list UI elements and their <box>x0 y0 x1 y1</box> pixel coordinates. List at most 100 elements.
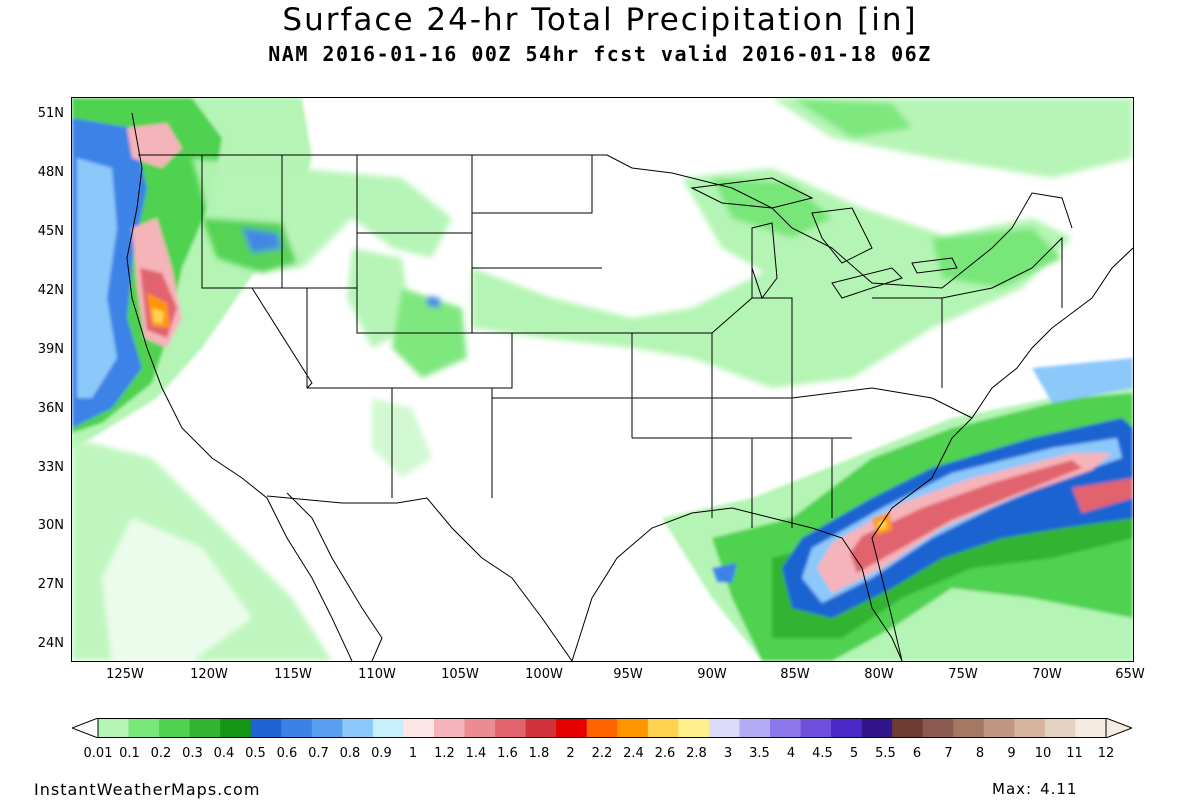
boundaries <box>126 112 1133 661</box>
legend-swatch <box>953 718 985 738</box>
lon-label-70w: 70W <box>1032 667 1062 682</box>
lat-label-30n: 30N <box>37 518 64 533</box>
precip-ca-yellow <box>152 308 164 324</box>
precip-se-red <box>850 460 1082 573</box>
lake-michigan <box>751 222 778 300</box>
lat-label-42n: 42N <box>37 283 64 298</box>
legend-outline <box>97 718 1107 738</box>
lon-label-75w: 75W <box>948 667 978 682</box>
coast-pacific <box>126 112 353 661</box>
precip-gulf-blue <box>712 563 737 583</box>
legend-swatch <box>586 718 618 738</box>
precipitation-map <box>71 97 1134 662</box>
lake-superior <box>690 177 814 209</box>
precip-mexico-white <box>102 518 252 661</box>
legend-label: 0.01 <box>83 746 113 761</box>
legend-label: 6 <box>912 746 922 761</box>
lat-label-45n: 45N <box>37 224 64 239</box>
legend-label: 11 <box>1066 746 1083 761</box>
legend-label: 5.5 <box>875 746 896 761</box>
lon-label-95w: 95W <box>613 667 643 682</box>
legend-swatch <box>189 718 221 738</box>
legend-label: 5 <box>849 746 859 761</box>
legend-label: 0.6 <box>276 746 298 761</box>
lake-erie <box>831 267 903 299</box>
legend-label: 4.5 <box>812 746 833 761</box>
lat-label-24n: 24N <box>37 636 64 651</box>
legend-label: 3.5 <box>749 746 770 761</box>
legend-swatch <box>220 718 252 738</box>
precip-idaho-blue <box>242 228 282 253</box>
lat-label-27n: 27N <box>37 577 64 592</box>
legend-label: 0.7 <box>308 746 329 761</box>
max-number: 4.11 <box>1040 780 1078 798</box>
legend-swatch <box>617 718 649 738</box>
legend-arrow-left <box>72 718 99 738</box>
legend-label: 0.9 <box>371 746 392 761</box>
legend-swatch <box>311 718 343 738</box>
legend-swatch <box>983 718 1015 738</box>
legend-swatch <box>1014 718 1046 738</box>
legend-label: 9 <box>1007 746 1016 761</box>
precip-se-red2 <box>1072 478 1133 513</box>
legend-label: 0.5 <box>245 746 266 761</box>
legend-label: 1.6 <box>497 746 518 761</box>
legend-label: 4 <box>786 746 796 761</box>
lon-label-65w: 65W <box>1115 667 1145 682</box>
legend-label: 0.1 <box>119 746 140 761</box>
legend-swatch <box>678 718 710 738</box>
precip-wy-green <box>347 248 412 348</box>
legend-swatch <box>861 718 893 738</box>
legend-label: 1.4 <box>465 746 487 761</box>
lat-label-48n: 48N <box>37 165 64 180</box>
legend-label: 12 <box>1097 746 1115 761</box>
legend-label: 2.8 <box>686 746 707 761</box>
precip-canada-green2 <box>792 98 912 138</box>
state-lines <box>201 154 1063 528</box>
lon-label-115w: 115W <box>274 667 312 682</box>
map-title: Surface 24-hr Total Precipitation [in] <box>282 2 918 38</box>
legend-swatch <box>647 718 679 738</box>
lon-label-120w: 120W <box>190 667 228 682</box>
lat-label-33n: 33N <box>37 460 64 475</box>
precip-ne-green <box>932 228 1062 288</box>
lat-label-36n: 36N <box>37 401 64 416</box>
legend-swatch <box>708 718 740 738</box>
legend-swatch <box>739 718 771 738</box>
legend-swatch <box>1044 718 1076 738</box>
max-value: Max: 4.11 <box>992 780 1077 798</box>
lon-label-85w: 85W <box>780 667 810 682</box>
color-legend <box>72 718 1132 738</box>
legend-arrow-right <box>1105 718 1132 738</box>
lat-label-51n: 51N <box>37 106 64 121</box>
legend-swatch <box>922 718 954 738</box>
lake-ontario <box>911 257 958 274</box>
legend-label: 3 <box>723 746 733 761</box>
precip-atl-light <box>1032 358 1133 403</box>
legend-label: 1.8 <box>528 746 550 761</box>
precip-co-blue <box>427 296 440 308</box>
precip-texas-light <box>372 398 432 478</box>
legend-swatch <box>250 718 282 738</box>
lat-label-39n: 39N <box>37 342 64 357</box>
coast-baja <box>286 492 383 661</box>
legend-label: 2.2 <box>591 746 613 761</box>
precip-field <box>72 98 1133 661</box>
legend-swatch <box>342 718 374 738</box>
map-canvas <box>72 98 1133 661</box>
legend-swatch <box>434 718 466 738</box>
legend-label: 0.8 <box>339 746 361 761</box>
max-label: Max: <box>992 780 1033 798</box>
legend-label: 2.4 <box>623 746 644 761</box>
precip-bc-pink <box>127 123 182 168</box>
legend-label: 7 <box>944 746 953 761</box>
legend-swatch <box>403 718 435 738</box>
legend-swatch <box>770 718 802 738</box>
map-subtitle: NAM 2016-01-16 00Z 54hr fcst valid 2016-… <box>268 42 932 66</box>
legend-label: 1.2 <box>434 746 455 761</box>
lon-label-100w: 100W <box>525 667 563 682</box>
legend-swatch <box>556 718 588 738</box>
legend-label: 10 <box>1034 746 1052 761</box>
coast-gulf <box>571 507 903 661</box>
lake-huron <box>811 207 873 264</box>
